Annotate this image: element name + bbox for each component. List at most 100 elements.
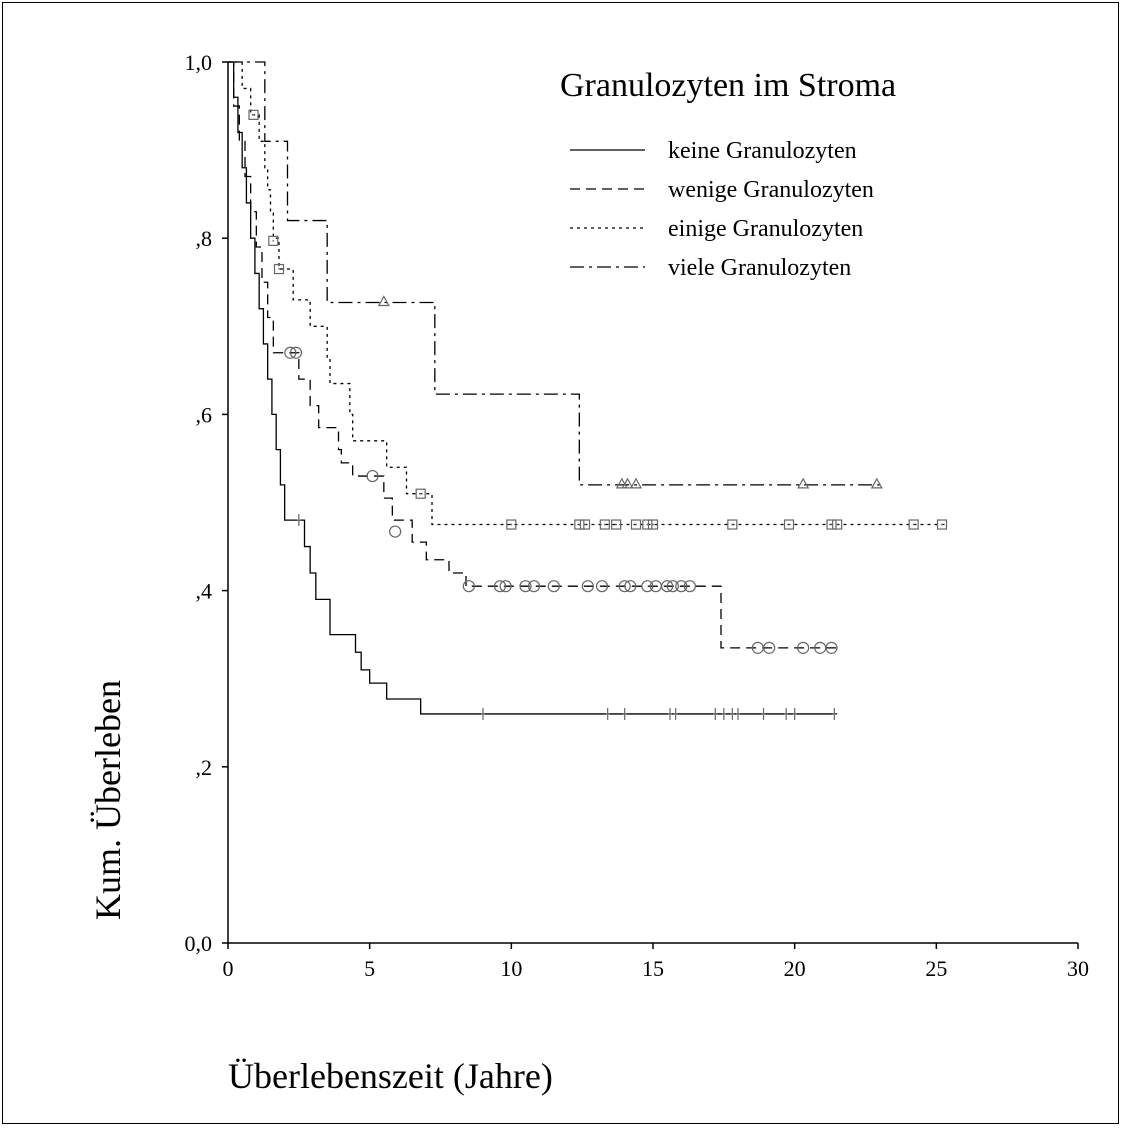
censor-mark bbox=[730, 707, 735, 720]
series-line bbox=[228, 61, 945, 526]
censor-mark bbox=[661, 580, 674, 593]
censor-mark bbox=[493, 580, 507, 593]
censor-mark bbox=[784, 707, 789, 720]
y-axis-label: Kum. Überleben bbox=[88, 680, 128, 920]
censor-mark bbox=[248, 109, 259, 120]
censor-mark bbox=[673, 707, 678, 720]
censor-mark bbox=[595, 580, 609, 593]
censor-mark bbox=[377, 295, 390, 307]
series-layer bbox=[228, 61, 948, 720]
censor-mark bbox=[296, 514, 301, 527]
legend: Granulozyten im Stroma keine Granulozyte… bbox=[560, 67, 896, 281]
x-tick-label: 0 bbox=[223, 956, 234, 981]
censor-mark bbox=[579, 519, 591, 530]
censor-mark bbox=[599, 519, 610, 530]
y-tick-label: 1,0 bbox=[185, 50, 213, 75]
x-tick-label: 20 bbox=[784, 956, 806, 981]
x-tick-label: 5 bbox=[364, 956, 375, 981]
y-tick-label: ,8 bbox=[196, 226, 213, 251]
y-tick-label: ,2 bbox=[196, 755, 213, 780]
censor-mark bbox=[908, 519, 919, 530]
censor-mark-dot bbox=[584, 523, 586, 526]
censor-mark-dot bbox=[941, 523, 943, 526]
censor-mark bbox=[605, 707, 610, 720]
censor-mark bbox=[622, 707, 627, 720]
censor-mark-dot bbox=[272, 239, 275, 242]
censor-mark bbox=[721, 707, 726, 720]
censor-mark bbox=[629, 477, 643, 489]
series-keine-granulozyten bbox=[228, 61, 838, 720]
censor-mark bbox=[415, 488, 426, 499]
legend-item-keine-granulozyten: keine Granulozyten bbox=[570, 138, 857, 164]
censor-mark bbox=[783, 519, 795, 530]
censor-mark bbox=[527, 580, 541, 593]
series-line bbox=[228, 61, 838, 715]
censor-mark bbox=[832, 519, 843, 530]
censor-mark bbox=[268, 235, 279, 246]
censor-mark bbox=[499, 580, 512, 593]
censor-mark bbox=[936, 519, 948, 530]
legend-label: viele Granulozyten bbox=[668, 255, 851, 281]
legend-item-viele-granulozyten: viele Granulozyten bbox=[570, 255, 851, 281]
censor-mark bbox=[727, 519, 738, 530]
censor-mark bbox=[366, 469, 379, 483]
censor-mark-dot bbox=[635, 523, 637, 526]
censor-mark bbox=[792, 707, 797, 720]
censor-mark bbox=[284, 346, 297, 359]
censor-mark-dot bbox=[510, 523, 513, 526]
censor-mark bbox=[825, 641, 838, 654]
axes bbox=[227, 62, 1078, 944]
censor-mark-dot bbox=[603, 523, 606, 526]
ticks: 0 5 10 15 20 25 30 0,0 ,2 ,4 ,6 ,8 1,0 bbox=[185, 50, 1090, 981]
censor-mark bbox=[519, 580, 532, 593]
censor-mark bbox=[736, 707, 740, 720]
series-line bbox=[228, 61, 838, 649]
censor-mark bbox=[273, 263, 285, 275]
censor-mark bbox=[797, 641, 810, 654]
x-tick-label: 15 bbox=[642, 956, 664, 981]
legend-item-einige-granulozyten: einige Granulozyten bbox=[570, 216, 863, 242]
censor-mark-dot bbox=[652, 523, 654, 526]
x-tick-label: 10 bbox=[500, 956, 522, 981]
censor-mark bbox=[481, 707, 485, 720]
censor-mark bbox=[675, 580, 688, 593]
y-tick-label: ,4 bbox=[196, 579, 213, 604]
censor-mark bbox=[618, 580, 631, 593]
series-wenige-granulozyten bbox=[228, 61, 838, 654]
censor-mark bbox=[641, 580, 654, 593]
censor-mark bbox=[870, 477, 883, 489]
censor-mark-dot bbox=[278, 268, 280, 270]
censor-mark bbox=[763, 641, 776, 654]
censor-mark bbox=[826, 519, 837, 530]
legend-item-wenige-granulozyten: wenige Granulozyten bbox=[570, 177, 874, 203]
censor-mark-dot bbox=[419, 492, 422, 495]
censor-mark bbox=[683, 580, 696, 593]
censor-mark-dot bbox=[252, 113, 255, 116]
censor-mark bbox=[832, 707, 837, 720]
censor-mark-dot bbox=[731, 523, 734, 526]
censor-mark bbox=[647, 519, 659, 530]
legend-title: Granulozyten im Stroma bbox=[560, 67, 896, 104]
censor-mark bbox=[611, 519, 622, 530]
legend-label: keine Granulozyten bbox=[668, 138, 857, 164]
censor-mark bbox=[462, 580, 475, 593]
censor-mark bbox=[574, 519, 585, 530]
legend-items: keine Granulozyten wenige Granulozyten ein… bbox=[570, 138, 874, 281]
censor-mark bbox=[581, 580, 594, 593]
censor-mark bbox=[797, 477, 810, 489]
censor-mark-dot bbox=[578, 523, 581, 526]
censor-mark-dot bbox=[788, 523, 790, 526]
censor-mark-dot bbox=[615, 523, 618, 526]
series-viele-granulozyten bbox=[228, 61, 883, 489]
censor-mark bbox=[289, 346, 303, 359]
censor-mark bbox=[506, 519, 517, 530]
y-tick-label: ,6 bbox=[196, 402, 213, 427]
censor-mark bbox=[666, 580, 679, 593]
censor-mark bbox=[624, 580, 637, 593]
censor-mark-dot bbox=[912, 523, 915, 526]
censor-mark bbox=[642, 519, 653, 530]
x-axis-label: Überlebenszeit (Jahre) bbox=[228, 1056, 553, 1096]
censor-mark bbox=[621, 477, 634, 489]
